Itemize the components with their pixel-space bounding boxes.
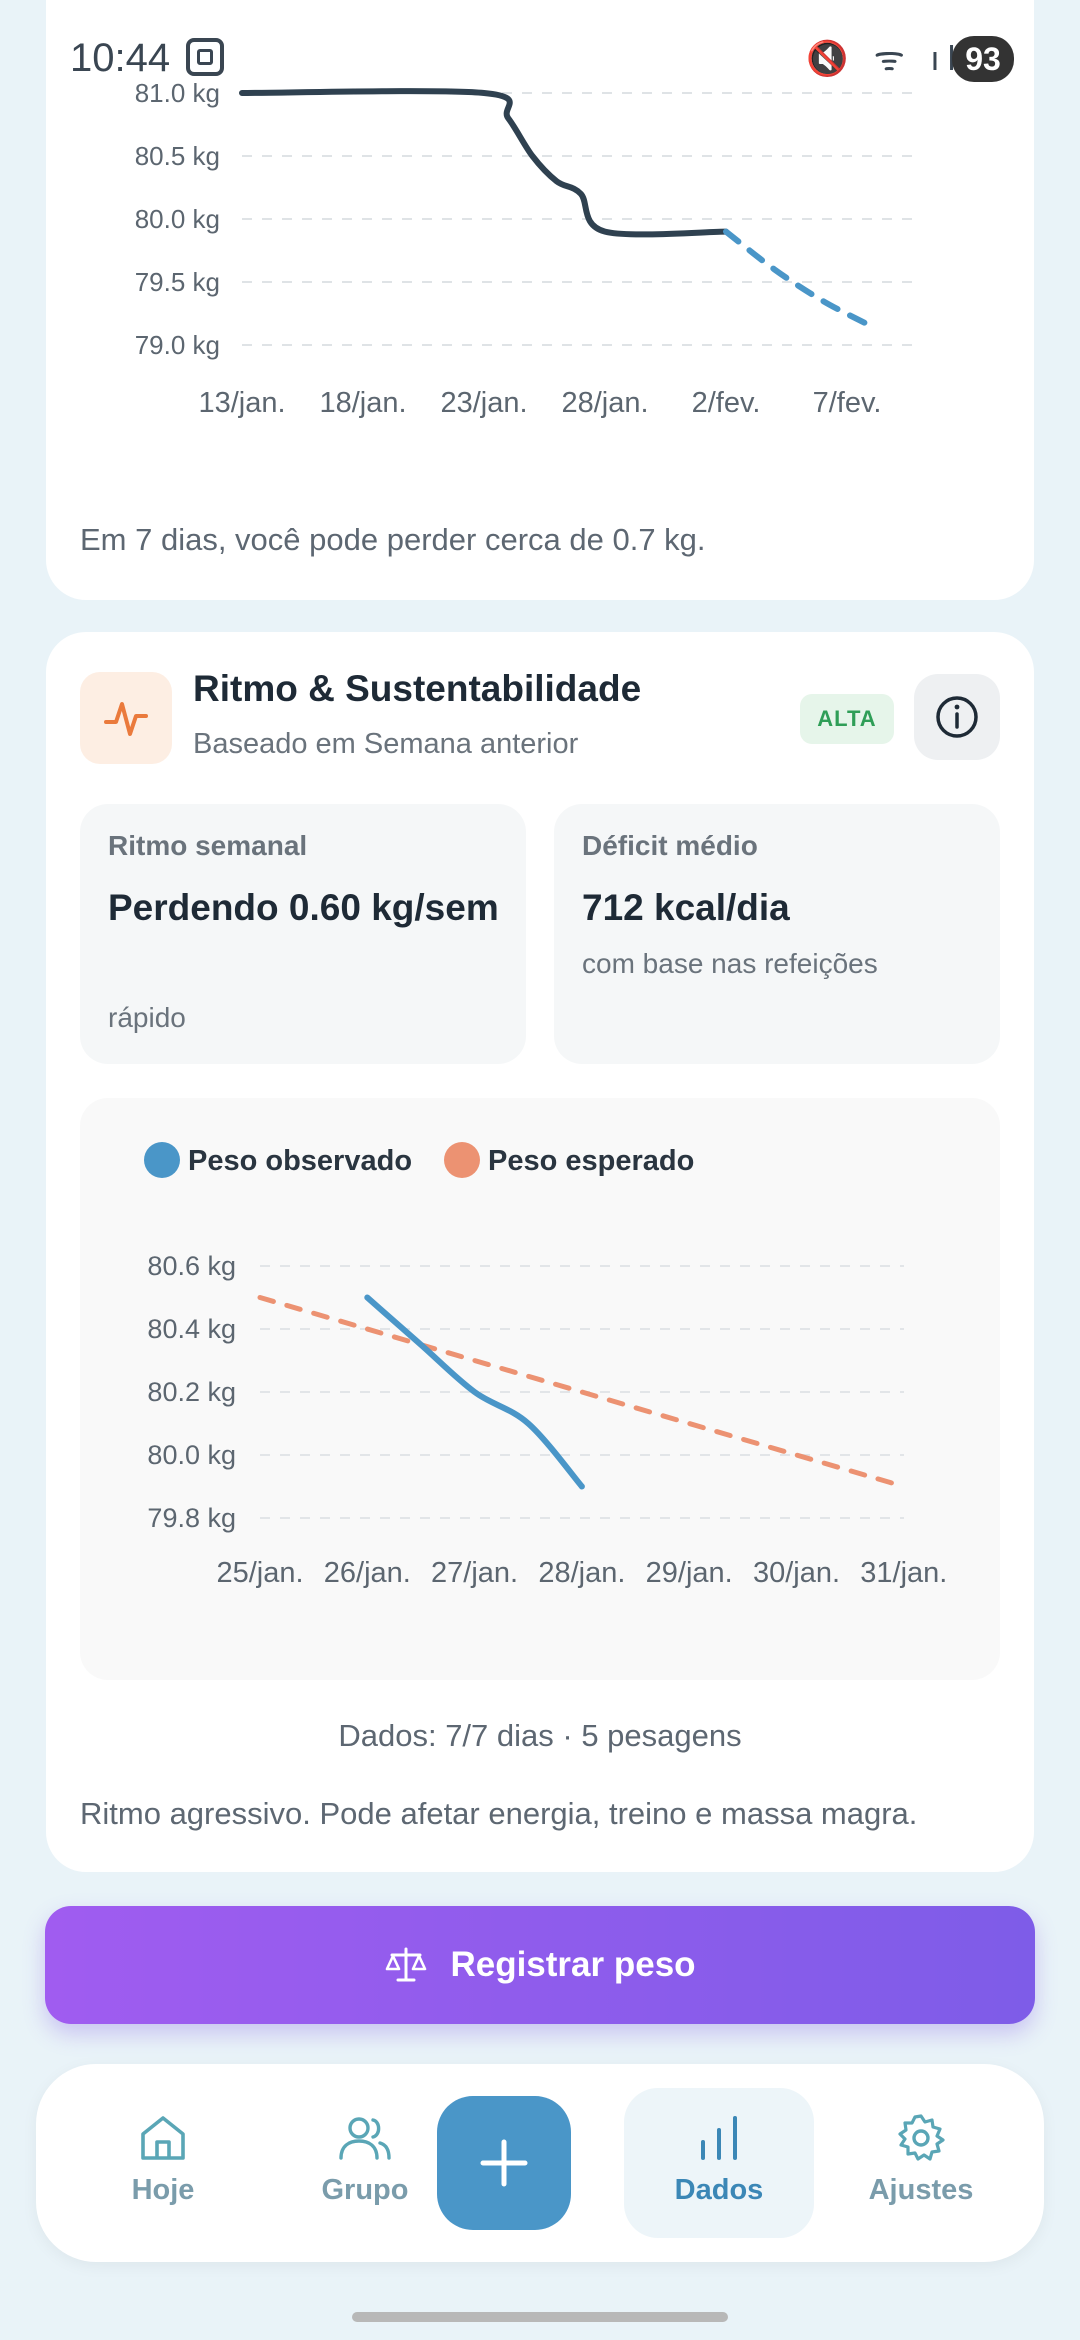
- nav-item-hoje[interactable]: Hoje: [68, 2064, 258, 2262]
- x-tick-label: 23/jan.: [440, 387, 527, 419]
- info-button[interactable]: [914, 674, 1000, 760]
- plus-icon: [480, 2139, 528, 2187]
- battery-indicator: 93: [952, 36, 1014, 82]
- nav-label-grupo: Grupo: [321, 2174, 409, 2206]
- info-icon: [936, 696, 978, 738]
- status-icons: 🔇 ᯤ ıll: [806, 40, 979, 78]
- y-tick-label: 80.5 kg: [135, 141, 220, 171]
- y-tick-label: 80.6 kg: [147, 1251, 236, 1281]
- series-line: [257, 1295, 907, 1489]
- pace-chart: Peso observado Peso esperado 80.6 kg 80.4 …: [144, 1142, 947, 1589]
- nav-item-grupo[interactable]: Grupo: [270, 2064, 460, 2262]
- y-tick-label: 80.0 kg: [135, 204, 220, 234]
- weekly-rate-note: rápido: [108, 1002, 186, 1033]
- home-indicator: [352, 2312, 728, 2322]
- nav-label-ajustes: Ajustes: [868, 2174, 974, 2206]
- y-tick-label: 80.4 kg: [147, 1314, 236, 1344]
- x-tick-label: 13/jan.: [198, 387, 285, 419]
- weekly-rate-box: Ritmo semanal Perdendo 0.60 kg/sem rápid…: [80, 804, 526, 1064]
- forecast-chart: 81.0 kg 80.5 kg 80.0 kg 79.5 kg 79.0 kg 13/j…: [135, 78, 922, 419]
- y-tick-label: 81.0 kg: [135, 78, 220, 108]
- gear-icon: [898, 2114, 945, 2161]
- deficit-note: com base nas refeições: [582, 948, 878, 979]
- nav-item-dados[interactable]: Dados: [624, 2088, 814, 2238]
- legend-label: Peso observado: [188, 1145, 412, 1177]
- nav-item-ajustes[interactable]: Ajustes: [826, 2064, 1016, 2262]
- pulse-icon: [80, 672, 172, 764]
- x-tick-label: 18/jan.: [319, 387, 406, 419]
- status-time: 10:44: [70, 36, 171, 80]
- x-tick-label: 7/fev.: [813, 387, 882, 419]
- x-tick-label: 25/jan.: [216, 1557, 303, 1589]
- screenshot-icon: [186, 38, 224, 76]
- y-tick-label: 79.8 kg: [147, 1503, 236, 1533]
- users-icon: [339, 2117, 391, 2160]
- y-tick-label: 80.2 kg: [147, 1377, 236, 1407]
- nav-label-hoje: Hoje: [131, 2174, 195, 2206]
- x-tick-label: 31/jan.: [860, 1557, 947, 1589]
- weekly-rate-value: Perdendo 0.60 kg/sem: [108, 887, 499, 928]
- forecast-card: [46, 0, 1034, 600]
- home-icon: [141, 2116, 185, 2160]
- ritmo-title: Ritmo & Sustentabilidade: [193, 668, 642, 709]
- y-tick-label: 79.0 kg: [135, 330, 220, 360]
- deficit-label: Déficit médio: [582, 830, 758, 861]
- x-tick-label: 30/jan.: [753, 1557, 840, 1589]
- x-tick-label: 2/fev.: [692, 387, 761, 419]
- scale-icon: [386, 1947, 427, 1982]
- legend-swatch: [444, 1142, 480, 1178]
- status-bar: 10:44 🔇 ᯤ ıll 93: [0, 0, 1080, 120]
- legend-label: Peso esperado: [488, 1145, 694, 1177]
- deficit-box: Déficit médio 712 kcal/dia com base nas …: [554, 804, 1000, 1064]
- pace-note: Ritmo agressivo. Pode afetar energia, tr…: [80, 1796, 918, 1831]
- weekly-rate-label: Ritmo semanal: [108, 830, 308, 861]
- x-tick-label: 26/jan.: [324, 1557, 411, 1589]
- forecast-note: Em 7 dias, você pode perder cerca de 0.7…: [80, 522, 706, 557]
- deficit-value: 712 kcal/dia: [582, 887, 790, 928]
- pace-chart-container: [80, 1098, 1000, 1680]
- y-tick-label: 80.0 kg: [147, 1440, 236, 1470]
- y-tick-label: 79.5 kg: [135, 267, 220, 297]
- bar-chart-icon: [701, 2116, 737, 2160]
- add-button[interactable]: [437, 2096, 571, 2230]
- nav-label-dados: Dados: [674, 2174, 764, 2206]
- legend-swatch: [144, 1142, 180, 1178]
- x-tick-label: 29/jan.: [646, 1557, 733, 1589]
- series-line: [364, 1294, 585, 1490]
- register-weight-label: Registrar peso: [450, 1945, 696, 1984]
- intensity-badge: ALTA: [800, 694, 894, 744]
- register-weight-button[interactable]: Registrar peso: [45, 1906, 1035, 2024]
- x-tick-label: 28/jan.: [538, 1557, 625, 1589]
- data-coverage: Dados: 7/7 dias · 5 pesagens: [338, 1718, 742, 1753]
- x-tick-label: 28/jan.: [561, 387, 648, 419]
- series-line: [239, 88, 729, 238]
- x-tick-label: 27/jan.: [431, 1557, 518, 1589]
- series-line: [723, 228, 875, 330]
- ritmo-subtitle: Baseado em Semana anterior: [193, 728, 579, 760]
